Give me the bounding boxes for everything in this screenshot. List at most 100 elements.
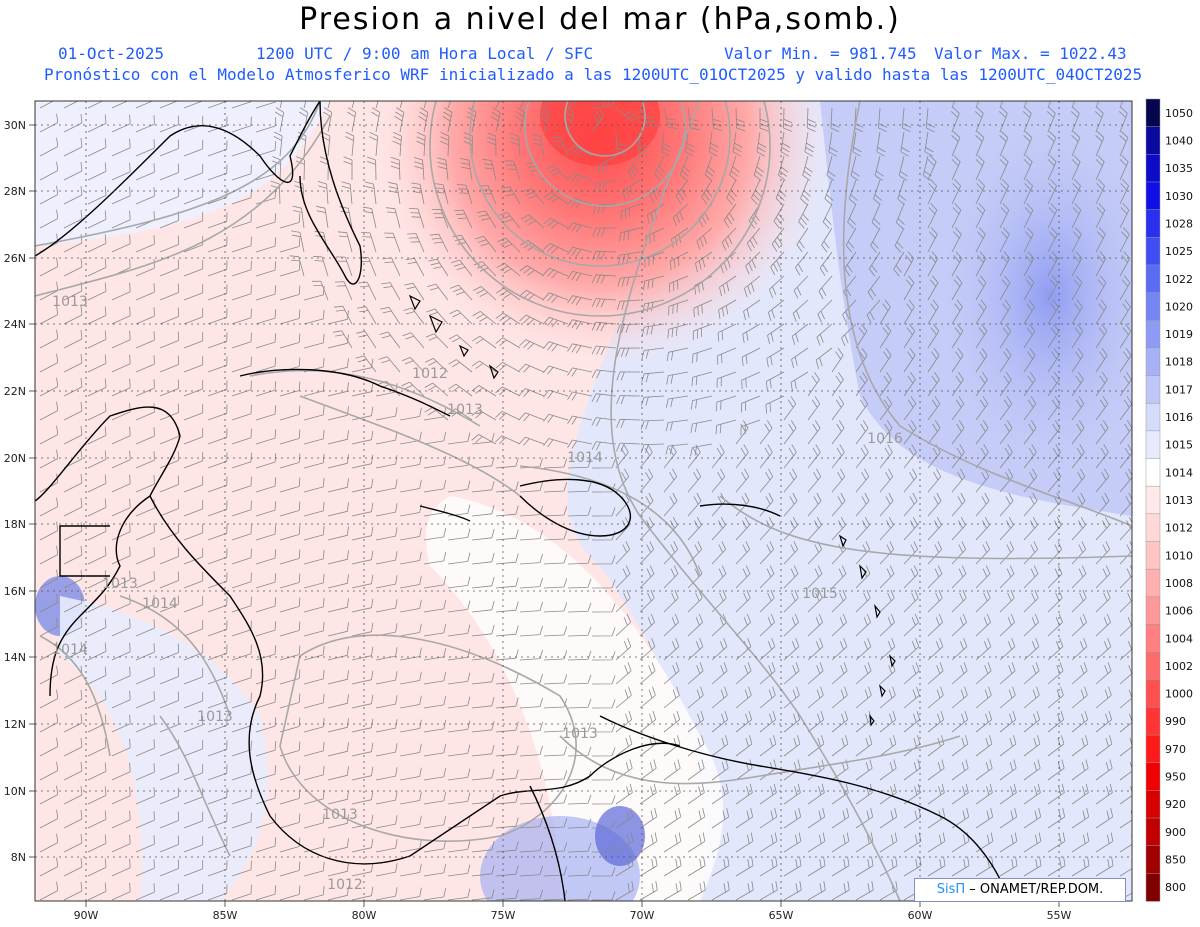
wind-barb [279, 309, 301, 325]
wind-barb [351, 718, 374, 733]
wind-barb [852, 131, 862, 157]
wind-barb [63, 809, 83, 829]
wind-barb [567, 319, 593, 330]
wind-barb [759, 492, 774, 517]
wind-barb [327, 862, 349, 877]
wind-barb [701, 179, 713, 205]
wind-barb [665, 443, 689, 455]
wind-barb [1071, 735, 1089, 757]
wind-barb [927, 662, 944, 685]
wind-barb [903, 517, 918, 541]
wind-barb [231, 356, 252, 373]
wind-barb [63, 101, 79, 109]
wind-barb [663, 444, 677, 469]
wind-barb [519, 481, 543, 493]
wind-barb [1023, 323, 1036, 349]
wind-barb [111, 378, 131, 397]
wind-barb [879, 808, 898, 829]
wind-barb [471, 409, 497, 421]
latitude-label: 12N [4, 718, 26, 731]
wind-barb [1119, 396, 1132, 421]
wind-barb [135, 331, 155, 349]
wind-barb [1023, 347, 1036, 373]
wind-barb [567, 343, 593, 354]
wind-barb [341, 181, 353, 205]
wind-barb [87, 258, 107, 277]
wind-barb [567, 222, 593, 233]
wind-barb [351, 646, 374, 661]
wind-barb [279, 861, 301, 877]
wind-barb [951, 203, 962, 229]
wind-barb [87, 330, 107, 349]
colorbar-label: 1010 [1165, 549, 1193, 562]
wind-barb [327, 310, 349, 325]
wind-barb [879, 517, 894, 541]
wind-barb [543, 578, 568, 589]
wind-barb [39, 305, 59, 325]
wind-barb [675, 179, 689, 204]
wind-barb [927, 517, 942, 541]
wind-barb [999, 371, 1012, 397]
wind-barb [87, 162, 107, 181]
wind-barb [855, 832, 874, 853]
colorbar-label: 1016 [1165, 411, 1193, 424]
wind-barb [783, 107, 793, 132]
wind-barb [815, 347, 833, 369]
longitude-label: 65W [769, 909, 794, 922]
wind-barb [159, 355, 179, 373]
south-america-blue-spot [595, 806, 645, 866]
wind-barb [303, 765, 325, 781]
wind-barb [399, 455, 422, 469]
wind-barb [543, 650, 568, 661]
wind-barb [362, 206, 377, 229]
wind-barb [999, 131, 1009, 157]
wind-barb [927, 759, 945, 781]
wind-barb [879, 710, 897, 733]
wind-barb [87, 618, 107, 637]
wind-barb [311, 280, 329, 301]
wind-barb [1095, 517, 1110, 541]
wind-barb [473, 261, 497, 277]
wind-barb [855, 444, 869, 469]
wind-barb [495, 841, 519, 853]
wind-barb [135, 427, 155, 445]
wind-barb [828, 131, 838, 157]
wind-barb [333, 305, 353, 325]
pressure-map: 30N 28N 26N 24N 22N 20N 18N 16N 14N 12N 10N 8N 90W 8… [4, 100, 1133, 922]
wind-barb [255, 117, 277, 133]
gulf-shading [35, 101, 330, 246]
wind-barb [111, 666, 131, 685]
wind-barb [951, 275, 963, 301]
wind-barb [951, 613, 967, 637]
wind-barb [1095, 444, 1109, 469]
wind-barb [497, 237, 521, 253]
wind-barb [63, 137, 83, 157]
wind-barb [543, 626, 568, 637]
wind-barb [450, 284, 473, 301]
wind-barb [231, 692, 252, 709]
wind-barb [591, 771, 616, 781]
wind-barb [279, 405, 301, 421]
wind-barb [567, 794, 592, 805]
wind-barb [543, 722, 568, 733]
wind-barb [879, 662, 896, 685]
wind-barb [279, 669, 301, 685]
wind-barb [63, 401, 83, 421]
wind-barb [951, 856, 970, 877]
wind-barb [159, 163, 179, 181]
wind-barb [375, 599, 398, 613]
wind-barb [759, 783, 777, 805]
high-pressure-center [930, 106, 1132, 486]
wind-barb [471, 865, 495, 877]
wind-barb [111, 330, 131, 349]
wind-barb [1095, 203, 1106, 229]
wind-barb [767, 323, 785, 345]
wind-barb [351, 766, 374, 781]
wind-barb [567, 722, 592, 733]
wind-barb [1071, 492, 1086, 517]
wind-barb [1095, 856, 1114, 877]
wind-barb [520, 214, 545, 229]
wind-barb [778, 155, 789, 181]
wind-barb [669, 275, 689, 293]
wind-barb [327, 790, 349, 805]
